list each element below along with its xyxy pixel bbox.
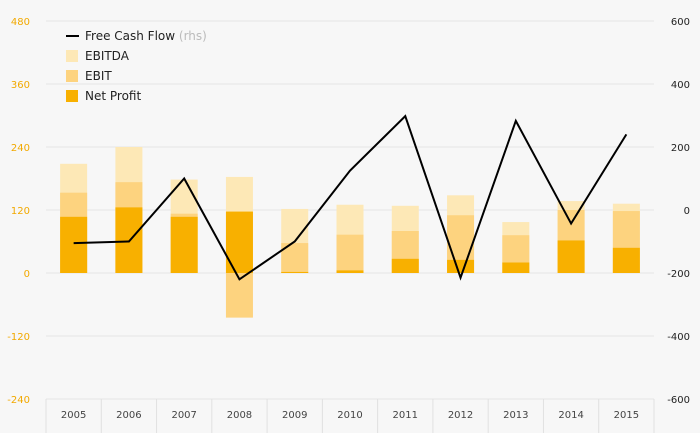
bar-net-profit: [281, 271, 309, 273]
y-tick-label-right: -200: [667, 269, 690, 280]
legend-label: EBITDA: [85, 49, 130, 63]
legend-label: EBIT: [85, 69, 112, 83]
legend-swatch: [66, 70, 78, 82]
bar-net-profit: [170, 216, 198, 273]
x-tick-label: 2006: [116, 410, 141, 421]
bar-ebit: [336, 234, 364, 273]
bar-net-profit: [447, 259, 475, 273]
legend-swatch: [66, 50, 78, 62]
y-tick-label-left: 240: [11, 143, 30, 154]
bar-net-profit: [557, 240, 585, 273]
x-tick-label: 2013: [503, 410, 528, 421]
y-tick-label-right: 600: [671, 17, 690, 28]
bar-net-profit: [60, 216, 88, 273]
x-tick-label: 2008: [227, 410, 252, 421]
x-tick-label: 2011: [393, 410, 418, 421]
bar-net-profit: [502, 262, 530, 273]
bar-net-profit: [336, 270, 364, 273]
y-tick-label-right: 400: [671, 80, 690, 91]
y-tick-label-right: -600: [667, 395, 690, 406]
x-tick-label: 2005: [61, 410, 86, 421]
legend-swatch: [66, 90, 78, 102]
y-tick-label-left: 360: [11, 80, 30, 91]
y-tick-label-left: 120: [11, 206, 30, 217]
x-tick-label: 2007: [171, 410, 196, 421]
y-tick-label-left: 480: [11, 17, 30, 28]
x-tick-label: 2015: [614, 410, 639, 421]
x-tick-label: 2009: [282, 410, 307, 421]
bar-net-profit: [612, 247, 640, 273]
x-tick-label: 2014: [558, 410, 583, 421]
y-tick-label-right: 200: [671, 143, 690, 154]
y-tick-label-left: -120: [7, 332, 30, 343]
y-tick-label-left: 0: [24, 269, 30, 280]
legend-note: (rhs): [175, 29, 207, 43]
legend-label: Net Profit: [85, 89, 141, 103]
y-tick-label-right: 0: [684, 206, 690, 217]
legend-label: Free Cash Flow (rhs): [85, 29, 207, 43]
x-tick-label: 2010: [337, 410, 362, 421]
line-free-cash-flow: [73, 114, 628, 281]
bar-net-profit: [391, 258, 419, 273]
y-tick-label-right: -400: [667, 332, 690, 343]
x-tick-label: 2012: [448, 410, 473, 421]
y-tick-label-left: -240: [7, 395, 30, 406]
